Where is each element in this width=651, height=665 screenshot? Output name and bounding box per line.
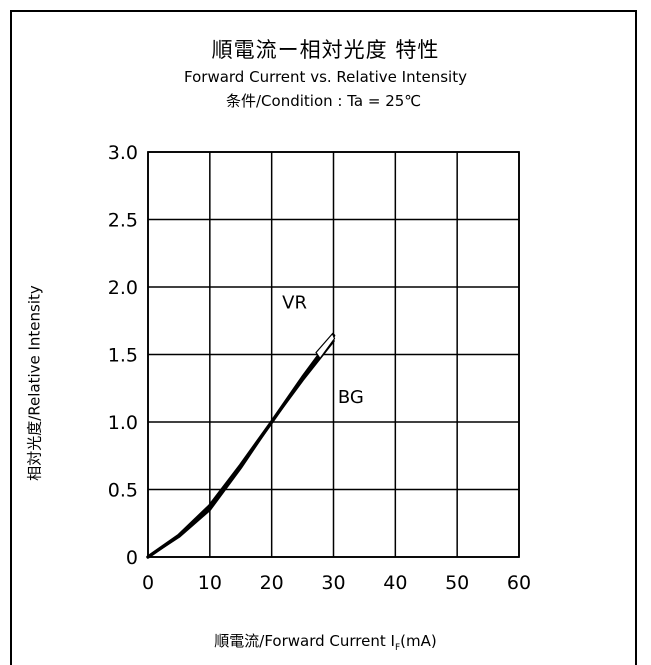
x-tick-label-0: 0 bbox=[142, 572, 154, 594]
x-axis-label-main: 順電流/Forward Current I bbox=[214, 632, 395, 650]
y-tick-label-5: 2.5 bbox=[108, 210, 138, 232]
x-axis-label-subscript: F bbox=[394, 643, 401, 653]
y-tick-label-1: 0.5 bbox=[108, 480, 138, 502]
x-tick-label-6: 60 bbox=[507, 572, 531, 594]
x-tick-label-3: 30 bbox=[321, 572, 345, 594]
chart-title: 順電流ー相対光度 特性 bbox=[211, 38, 440, 62]
x-tick-label-1: 10 bbox=[198, 572, 222, 594]
x-axis-label-unit: (mA) bbox=[400, 632, 437, 650]
chart-frame bbox=[10, 10, 637, 665]
series-line-vr bbox=[146, 333, 336, 559]
y-tick-label-6: 3.0 bbox=[108, 142, 138, 164]
y-tick-label-0: 0 bbox=[126, 547, 138, 569]
chart-subtitle: Forward Current vs. Relative Intensity bbox=[184, 68, 467, 86]
plot-area-border bbox=[147, 151, 520, 558]
x-axis-label: 順電流/Forward Current IF(mA) bbox=[0, 630, 651, 653]
x-tick-label-5: 50 bbox=[445, 572, 469, 594]
series-line-bg bbox=[146, 339, 335, 559]
series-end-marker bbox=[315, 332, 336, 360]
x-tick-label-4: 40 bbox=[383, 572, 407, 594]
y-tick-label-2: 1.0 bbox=[108, 412, 138, 434]
series-label-vr: VR bbox=[282, 293, 307, 314]
x-tick-label-2: 20 bbox=[260, 572, 284, 594]
y-tick-label-3: 1.5 bbox=[108, 345, 138, 367]
series-label-bg: BG bbox=[338, 387, 364, 408]
condition-label: 条件/Condition : Ta = 25℃ bbox=[226, 92, 422, 110]
y-tick-label-4: 2.0 bbox=[108, 277, 138, 299]
